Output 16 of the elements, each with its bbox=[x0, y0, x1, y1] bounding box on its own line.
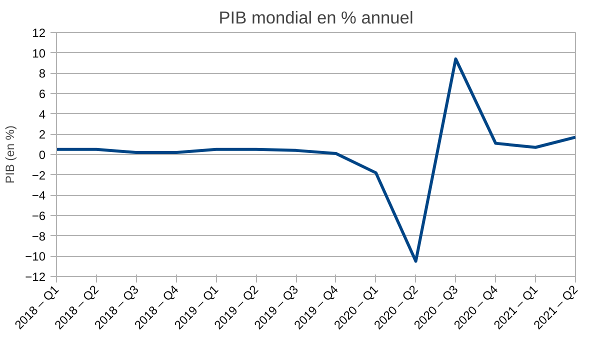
y-tick-label: −10 bbox=[25, 250, 46, 264]
y-tick-label: −12 bbox=[25, 270, 46, 284]
y-tick-label: 2 bbox=[38, 128, 46, 142]
y-tick-label: 8 bbox=[38, 66, 46, 81]
y-tick-label: −2 bbox=[32, 168, 46, 182]
y-axis-title: PIB (en %) bbox=[3, 125, 18, 184]
y-tick-label: 6 bbox=[38, 87, 46, 101]
y-tick-label: 10 bbox=[32, 46, 46, 60]
y-tick-label: −4 bbox=[32, 188, 46, 203]
chart-title: PIB mondial en % annuel bbox=[218, 8, 414, 28]
y-tick-label: 12 bbox=[32, 26, 46, 40]
y-tick-label: 0 bbox=[38, 148, 46, 162]
y-tick-label: 4 bbox=[38, 107, 46, 122]
y-tick-label: −6 bbox=[32, 209, 46, 223]
y-tick-label: −8 bbox=[32, 229, 46, 244]
line-series bbox=[56, 57, 576, 263]
